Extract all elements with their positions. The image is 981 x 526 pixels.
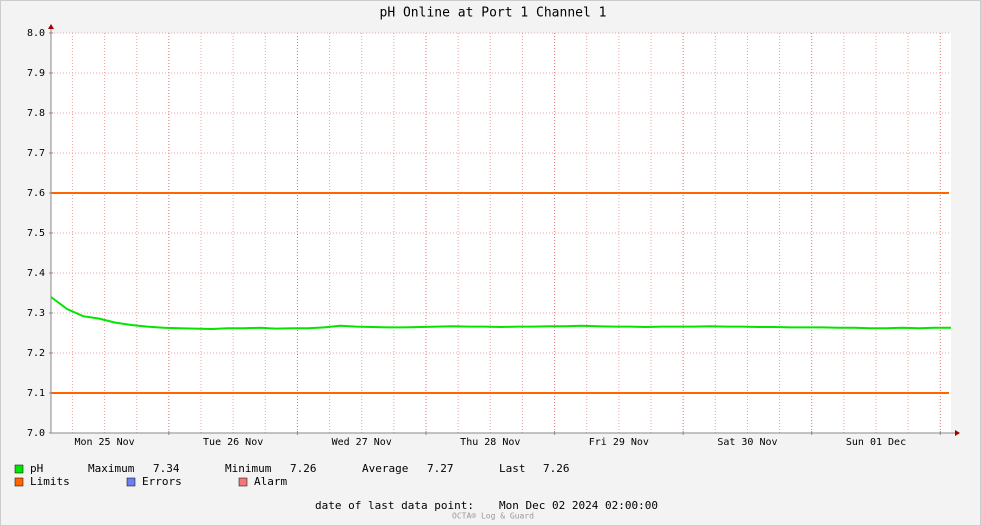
- x-tick-label: Mon 25 Nov: [74, 437, 134, 448]
- y-tick-label: 7.4: [27, 268, 45, 279]
- y-tick-label: 7.0: [27, 428, 45, 439]
- data-line: [50, 296, 951, 331]
- footer-label: date of last data point:: [315, 499, 474, 512]
- footer-value: Mon Dec 02 2024 02:00:00: [499, 499, 658, 512]
- stat-value: 7.27: [427, 462, 454, 475]
- y-tick-label: 7.7: [27, 148, 45, 159]
- axis-arrow: [955, 430, 960, 436]
- stat-label: Last: [499, 462, 526, 475]
- legend-swatch: [126, 477, 136, 487]
- x-tick-label: Fri 29 Nov: [589, 437, 649, 448]
- legend-label: Limits: [30, 475, 70, 488]
- x-tick-label: Tue 26 Nov: [203, 437, 263, 448]
- stat-label: Maximum: [88, 462, 135, 475]
- stat-label: Average: [362, 462, 408, 475]
- watermark: OCTA® Log & Guard: [452, 512, 534, 521]
- legend-swatch: [14, 464, 24, 474]
- y-tick-label: 7.2: [27, 348, 45, 359]
- y-tick-label: 7.3: [27, 308, 45, 319]
- y-tick-label: 7.1: [27, 388, 45, 399]
- x-tick-label: Sun 01 Dec: [846, 437, 906, 448]
- y-tick-label: 7.5: [27, 228, 45, 239]
- legend-label: pH: [30, 462, 43, 475]
- axis-arrow: [48, 24, 54, 29]
- stat-value: 7.26: [543, 462, 570, 475]
- y-tick-label: 7.9: [27, 68, 45, 79]
- stat-value: 7.34: [153, 462, 180, 475]
- legend-swatch: [14, 477, 24, 487]
- x-tick-label: Wed 27 Nov: [332, 437, 392, 448]
- stat-label: Minimum: [225, 462, 272, 475]
- chart-title: pH Online at Port 1 Channel 1: [380, 6, 607, 21]
- legend-label: Errors: [142, 475, 182, 488]
- legend-swatch: [238, 477, 248, 487]
- legend-label: Alarm: [254, 475, 287, 488]
- y-tick-label: 7.8: [27, 108, 45, 119]
- stat-value: 7.26: [290, 462, 317, 475]
- x-tick-label: Sat 30 Nov: [717, 437, 777, 448]
- y-tick-label: 8.0: [27, 28, 45, 39]
- x-tick-label: Thu 28 Nov: [460, 437, 520, 448]
- y-tick-label: 7.6: [27, 188, 45, 199]
